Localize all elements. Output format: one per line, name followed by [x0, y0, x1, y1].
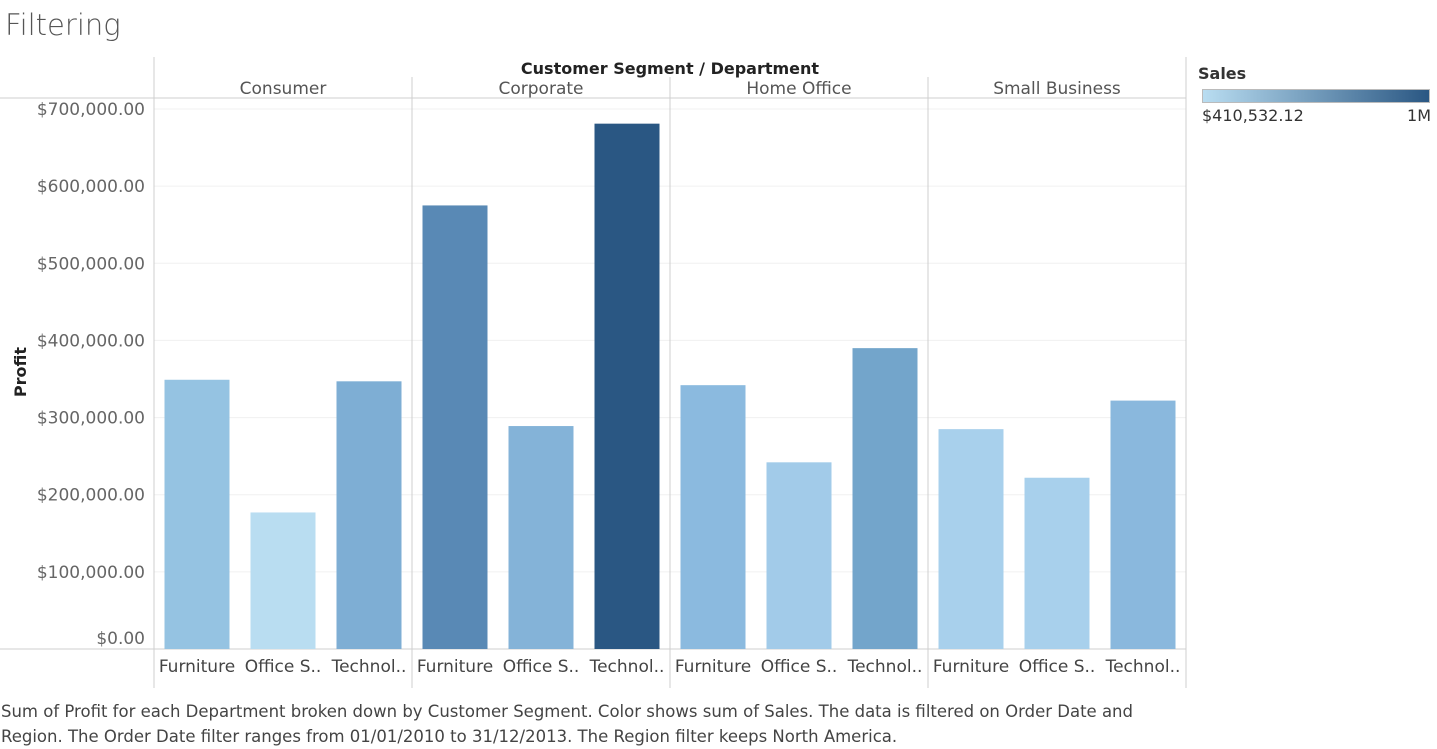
legend-title: Sales: [1198, 64, 1247, 83]
bar[interactable]: [766, 462, 832, 649]
bar[interactable]: [164, 379, 230, 649]
bar[interactable]: [594, 123, 660, 649]
y-tick-label: $200,000.00: [37, 486, 145, 506]
bar[interactable]: [336, 381, 402, 649]
bar[interactable]: [852, 348, 918, 649]
category-label: Office S..: [503, 657, 580, 677]
category-label: Office S..: [245, 657, 322, 677]
page-title: Filtering: [5, 8, 121, 42]
category-label: Office S..: [1019, 657, 1096, 677]
legend-min-label: $410,532.12: [1202, 106, 1304, 125]
category-labels: Furniture Office S.. Technol.. Furniture Off…: [159, 657, 1181, 677]
y-tick-label: $400,000.00: [37, 331, 145, 351]
bar[interactable]: [1024, 477, 1090, 649]
y-tick-label: $100,000.00: [37, 563, 145, 583]
legend-range-labels: $410,532.12 1M: [1198, 106, 1434, 128]
y-tick-label: $700,000.00: [37, 100, 145, 120]
bar[interactable]: [938, 429, 1004, 649]
category-label: Furniture: [675, 657, 751, 677]
category-label: Furniture: [417, 657, 493, 677]
category-label: Furniture: [159, 657, 235, 677]
bar[interactable]: [1110, 400, 1176, 649]
column-header-title: Customer Segment / Department: [521, 59, 819, 78]
chart-caption: Sum of Profit for each Department broken…: [1, 702, 1133, 746]
segment-header: Consumer: [240, 79, 327, 99]
bars: [164, 123, 1176, 649]
y-tick-label: $600,000.00: [37, 177, 145, 197]
bar[interactable]: [680, 385, 746, 649]
category-label: Technol..: [1105, 657, 1181, 677]
y-tick-label: $500,000.00: [37, 254, 145, 274]
bar[interactable]: [250, 512, 316, 649]
category-label: Technol..: [847, 657, 923, 677]
legend-color-ramp: [1202, 89, 1430, 103]
legend-max-label: 1M: [1407, 106, 1431, 125]
y-tick-label: $300,000.00: [37, 409, 145, 429]
category-label: Office S..: [761, 657, 838, 677]
y-tick-label: $0.00: [96, 629, 145, 649]
segment-header: Small Business: [993, 79, 1121, 99]
category-label: Technol..: [589, 657, 665, 677]
profit-bar-chart: $0.00 $100,000.00 $200,000.00 $300,000.00 $4…: [0, 57, 1187, 688]
bar[interactable]: [422, 205, 488, 649]
segment-header: Corporate: [499, 79, 584, 99]
y-axis-ticks: $0.00 $100,000.00 $200,000.00 $300,000.00 $4…: [37, 100, 145, 649]
category-label: Technol..: [331, 657, 407, 677]
sales-color-legend: Sales $410,532.12 1M: [1198, 64, 1434, 128]
category-label: Furniture: [933, 657, 1009, 677]
segment-header: Home Office: [746, 79, 851, 99]
y-axis-title: Profit: [11, 347, 30, 397]
segment-headers: Consumer Corporate Home Office Small Busine…: [240, 79, 1121, 99]
bar[interactable]: [508, 426, 574, 649]
